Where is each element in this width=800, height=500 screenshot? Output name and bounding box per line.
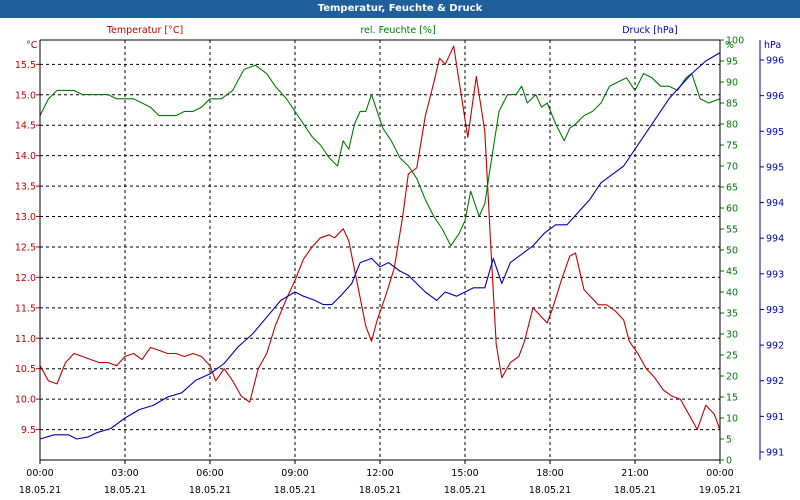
x-tick-label-date: 18.05.21 [19,485,61,496]
chart-window-title: Temperatur, Feuchte & Druck [0,0,800,18]
x-tick-label-date: 18.05.21 [359,485,401,496]
middle-axis-unit-label: % [725,40,734,51]
left-tick-label: 13.0 [15,212,36,223]
middle-tick-label: 55 [726,225,738,236]
pressure-series-line [39,52,721,440]
x-tick-label-date: 18.05.21 [274,485,316,496]
middle-tick-label: 10 [726,414,738,425]
x-tick-label-date: 18.05.21 [444,485,486,496]
right-tick-label: 996 [766,91,784,102]
middle-tick-label: 0 [726,456,732,467]
temperature-series-line [39,45,721,431]
x-tick-label-time: 00:00 [706,468,733,479]
left-tick-label: 14.0 [15,151,36,162]
left-tick-label: 11.0 [15,334,36,345]
left-tick-label: 15.0 [15,90,36,101]
right-tick-label: 993 [766,269,784,280]
right-tick-label: 994 [766,234,784,245]
left-tick-label: 12.0 [15,273,36,284]
right-tick-label: 992 [766,376,784,387]
legend-humidity: rel. Feuchte [%] [360,25,435,36]
left-tick-label: 10.5 [15,364,36,375]
middle-tick-label: 95 [726,57,738,68]
right-tick-label: 993 [766,305,784,316]
x-tick-label-time: 09:00 [281,468,308,479]
x-tick-label-date: 19.05.21 [699,485,741,496]
grid-lines [40,40,720,460]
x-tick-label-date: 18.05.21 [614,485,656,496]
chart-canvas: 00:00 18.05.21 03:00 18.05.21 06:00 18.05.21 0… [15,25,784,497]
series-layer [39,45,721,440]
middle-tick-label: 75 [726,141,738,152]
middle-tick-label: 50 [726,246,738,257]
x-tick-label-time: 06:00 [196,468,223,479]
x-tick-label-date: 18.05.21 [529,485,571,496]
x-tick-label-time: 18:00 [536,468,563,479]
left-tick-label: 9.5 [21,425,36,436]
right-tick-label: 995 [766,127,784,138]
middle-tick-label: 100 [726,36,744,47]
middle-tick-label: 65 [726,183,738,194]
x-tick-label-time: 12:00 [366,468,393,479]
right-tick-label: 991 [766,412,784,423]
left-tick-label: 11.5 [15,303,36,314]
left-tick-label: 14.5 [15,121,36,132]
axis-labels: °C % hPa Temperatur [°C] rel. Feuchte [%… [26,25,781,51]
middle-tick-label: 80 [726,120,738,131]
middle-tick-label: 30 [726,330,738,341]
middle-tick-label: 45 [726,267,738,278]
right-tick-label: 995 [766,162,784,173]
middle-tick-label: 25 [726,351,738,362]
x-tick-label-date: 18.05.21 [104,485,146,496]
middle-tick-label: 20 [726,372,738,383]
left-axis-unit-label: °C [26,40,38,51]
legend-temperature: Temperatur [°C] [106,25,183,36]
x-tick-label-time: 21:00 [621,468,648,479]
x-tick-label-time: 00:00 [26,468,53,479]
right-tick-label: 996 [766,56,784,67]
middle-tick-label: 5 [726,435,732,446]
middle-tick-label: 35 [726,309,738,320]
legend-pressure: Druck [hPa] [622,25,678,36]
left-tick-label: 10.0 [15,395,36,406]
middle-tick-label: 60 [726,204,738,215]
humidity-series-line [39,64,721,247]
x-tick-label-time: 15:00 [451,468,478,479]
axes: 00:00 18.05.21 03:00 18.05.21 06:00 18.05.21 0… [15,36,784,497]
right-tick-label: 992 [766,341,784,352]
middle-tick-label: 40 [726,288,738,299]
left-tick-label: 15.5 [15,60,36,71]
middle-tick-label: 90 [726,78,738,89]
x-tick-label-time: 03:00 [111,468,138,479]
right-tick-label: 991 [766,448,784,459]
left-tick-label: 13.5 [15,182,36,193]
middle-tick-label: 85 [726,99,738,110]
right-tick-label: 994 [766,198,784,209]
right-axis-unit-label: hPa [764,40,781,51]
middle-tick-label: 70 [726,162,738,173]
x-tick-label-date: 18.05.21 [189,485,231,496]
middle-tick-label: 15 [726,393,738,404]
left-tick-label: 12.5 [15,242,36,253]
